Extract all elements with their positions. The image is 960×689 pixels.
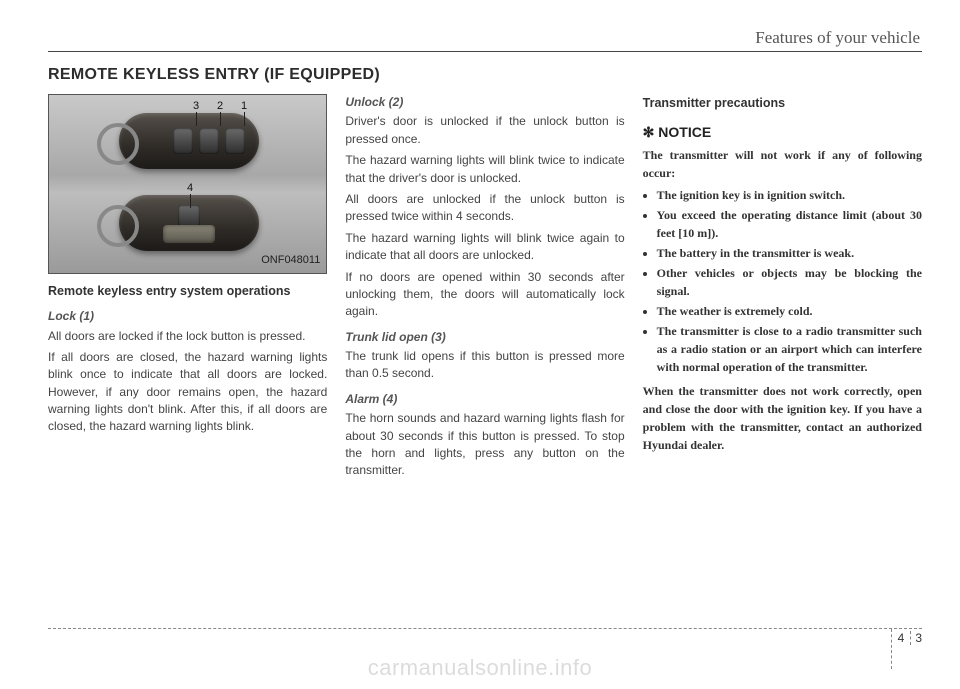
lock-paragraph-2: If all doors are closed, the hazard warn… [48, 349, 327, 436]
lock-paragraph-1: All doors are locked if the lock button … [48, 328, 327, 345]
figure-callout-2: 2 [217, 99, 223, 115]
page-number-value: 3 [915, 631, 922, 645]
keyfob-button-3 [173, 128, 193, 154]
keyfob-back [119, 195, 259, 251]
keyfob-button-2 [199, 128, 219, 154]
alarm-paragraph-1: The horn sounds and hazard warning light… [345, 410, 624, 480]
manual-page: Features of your vehicle REMOTE KEYLESS … [0, 0, 960, 689]
notice-footer: When the transmitter does not work corre… [643, 382, 922, 454]
figure-callout-3: 3 [193, 99, 199, 115]
precautions-heading: Transmitter precautions [643, 94, 922, 112]
column-2: Unlock (2) Driver's door is unlocked if … [345, 94, 624, 484]
notice-item: Other vehicles or objects may be blockin… [657, 264, 922, 300]
notice-item: The ignition key is in ignition switch. [657, 186, 922, 204]
keyfob-button-1 [225, 128, 245, 154]
notice-intro: The transmitter will not work if any of … [643, 146, 922, 182]
keyfob-front [119, 113, 259, 169]
footer-vertical-dash [891, 629, 892, 669]
notice-item: The transmitter is close to a radio tran… [657, 322, 922, 376]
trunk-paragraph-1: The trunk lid opens if this button is pr… [345, 348, 624, 383]
notice-list: The ignition key is in ignition switch. … [643, 186, 922, 376]
figure-image-code: ONF048011 [261, 253, 320, 269]
footer-rule [48, 628, 922, 629]
operations-heading: Remote keyless entry system operations [48, 282, 327, 300]
notice-item: You exceed the operating distance limit … [657, 206, 922, 242]
column-1: 3 2 1 4 ONF048011 Remote keyless entry s… [48, 94, 327, 484]
notice-body: The transmitter will not work if any of … [643, 146, 922, 454]
lock-heading: Lock (1) [48, 308, 327, 325]
notice-heading: ✻ NOTICE [643, 122, 922, 142]
column-3: Transmitter precautions ✻ NOTICE The tra… [643, 94, 922, 484]
running-head: Features of your vehicle [48, 28, 922, 48]
unlock-heading: Unlock (2) [345, 94, 624, 111]
notice-item: The weather is extremely cold. [657, 302, 922, 320]
alarm-heading: Alarm (4) [345, 391, 624, 408]
page-number: 43 [898, 631, 922, 645]
section-title: REMOTE KEYLESS ENTRY (IF EQUIPPED) [48, 66, 922, 84]
notice-item: The battery in the transmitter is weak. [657, 244, 922, 262]
unlock-paragraph-1: Driver's door is unlocked if the unlock … [345, 113, 624, 148]
three-column-layout: 3 2 1 4 ONF048011 Remote keyless entry s… [48, 94, 922, 484]
keyfob-label-window [163, 225, 215, 243]
unlock-paragraph-4: The hazard warning lights will blink twi… [345, 230, 624, 265]
figure-callout-1: 1 [241, 99, 247, 115]
watermark: carmanualsonline.info [0, 655, 960, 681]
unlock-paragraph-2: The hazard warning lights will blink twi… [345, 152, 624, 187]
unlock-paragraph-3: All doors are unlocked if the unlock but… [345, 191, 624, 226]
header-rule [48, 51, 922, 52]
unlock-paragraph-5: If no doors are opened within 30 seconds… [345, 269, 624, 321]
keyfob-button-4 [178, 205, 200, 227]
chapter-number: 4 [898, 631, 912, 645]
trunk-heading: Trunk lid open (3) [345, 329, 624, 346]
keyfob-figure: 3 2 1 4 ONF048011 [48, 94, 327, 274]
figure-callout-4: 4 [187, 181, 193, 197]
